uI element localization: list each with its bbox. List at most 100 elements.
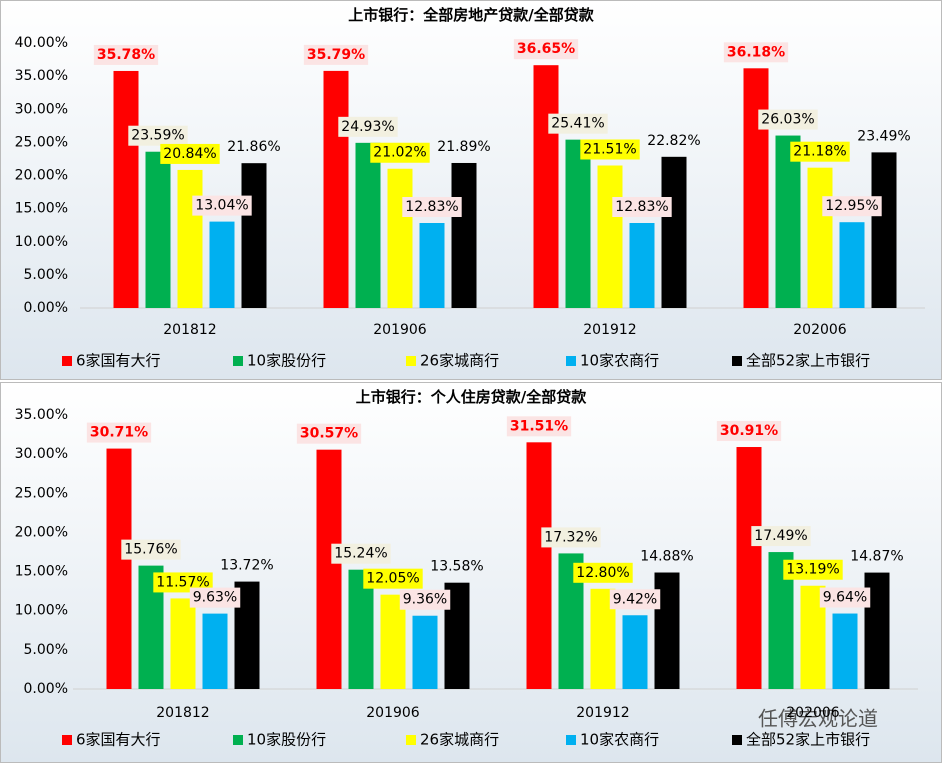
value-label: 9.63% — [193, 590, 237, 606]
bar — [202, 613, 228, 689]
legend-swatch — [62, 356, 72, 366]
value-label-background — [121, 539, 181, 560]
value-label: 12.05% — [366, 571, 419, 587]
value-label: 25.41% — [551, 116, 604, 132]
value-label-background — [189, 587, 241, 608]
value-label: 21.86% — [227, 139, 280, 155]
value-label-background — [790, 141, 850, 162]
value-label-background — [303, 44, 369, 65]
bar — [209, 221, 235, 308]
legend-swatch — [566, 735, 576, 745]
value-label: 36.18% — [727, 44, 785, 60]
y-tick-label: 25.00% — [15, 134, 68, 150]
value-label-background — [402, 197, 462, 218]
value-label: 15.76% — [124, 542, 177, 558]
legend-swatch — [732, 356, 742, 366]
legend-label: 6家国有大行 — [76, 352, 161, 370]
x-tick-label: 201912 — [576, 705, 629, 721]
value-label: 21.18% — [793, 144, 846, 160]
y-tick-label: 5.00% — [24, 267, 68, 283]
y-tick-label: 25.00% — [15, 485, 68, 501]
value-label: 13.19% — [786, 562, 839, 578]
bar — [316, 449, 342, 689]
value-label-background — [609, 589, 661, 610]
value-label-background — [506, 416, 572, 437]
value-label-background — [93, 44, 159, 65]
value-label-background — [296, 423, 362, 444]
legend-swatch — [566, 356, 576, 366]
x-tick-label: 201906 — [366, 705, 420, 721]
x-tick-label: 202006 — [793, 322, 847, 338]
y-tick-label: 0.00% — [24, 300, 68, 316]
value-label: 9.42% — [613, 591, 657, 607]
value-label-background — [160, 143, 220, 164]
value-label-background — [822, 196, 882, 217]
y-tick-label: 0.00% — [24, 681, 68, 697]
bar — [380, 594, 406, 689]
value-label: 14.87% — [850, 549, 903, 565]
value-label: 15.24% — [334, 546, 387, 562]
y-tick-label: 15.00% — [15, 564, 68, 580]
y-tick-label: 30.00% — [15, 101, 68, 117]
y-tick-label: 15.00% — [15, 201, 68, 217]
value-label: 30.57% — [300, 426, 358, 442]
value-label: 12.83% — [405, 199, 458, 215]
legend-swatch — [406, 735, 416, 745]
bar — [832, 613, 858, 689]
legend-swatch — [233, 356, 243, 366]
bar — [871, 152, 897, 308]
value-label-background — [363, 568, 423, 589]
x-tick-label: 201812 — [156, 705, 209, 721]
value-label-background — [723, 42, 789, 63]
value-label: 24.93% — [341, 119, 394, 135]
bar — [736, 447, 762, 689]
value-label: 20.84% — [163, 146, 216, 162]
bar — [839, 222, 865, 308]
value-label: 30.71% — [90, 425, 148, 441]
x-tick-label: 201912 — [583, 322, 636, 338]
legend-label: 6家国有大行 — [76, 731, 161, 749]
value-label: 12.83% — [615, 199, 668, 215]
legend-swatch — [233, 735, 243, 745]
bar — [743, 68, 769, 309]
y-tick-label: 35.00% — [15, 68, 68, 84]
value-label-background — [399, 589, 451, 610]
value-label-background — [370, 142, 430, 163]
value-label-background — [86, 422, 152, 443]
value-label: 35.79% — [307, 47, 365, 63]
bar — [323, 70, 349, 308]
legend-label: 10家股份行 — [247, 352, 326, 370]
legend-label: 10家农商行 — [580, 352, 659, 370]
bar — [355, 142, 381, 308]
value-label: 22.82% — [647, 133, 700, 149]
value-label: 23.49% — [857, 128, 910, 144]
value-label-background — [783, 559, 843, 580]
bar — [419, 223, 445, 308]
value-label: 17.32% — [544, 529, 597, 545]
bar — [451, 162, 477, 308]
y-tick-label: 35.00% — [15, 407, 68, 423]
value-label: 17.49% — [754, 528, 807, 544]
value-label: 13.72% — [220, 558, 273, 574]
legend-swatch — [62, 735, 72, 745]
value-label: 12.80% — [576, 565, 629, 581]
bar — [533, 65, 559, 308]
bar — [241, 163, 267, 308]
bar — [597, 165, 623, 308]
x-tick-label: 201812 — [163, 322, 216, 338]
legend-swatch — [732, 735, 742, 745]
value-label-background — [758, 109, 818, 130]
bar — [565, 139, 591, 308]
y-tick-label: 5.00% — [24, 642, 68, 658]
legend-swatch — [406, 356, 416, 366]
bar — [387, 168, 413, 308]
value-label: 11.57% — [156, 574, 209, 590]
value-label: 21.51% — [583, 141, 636, 157]
bar — [622, 615, 648, 689]
y-tick-label: 30.00% — [15, 446, 68, 462]
y-tick-label: 10.00% — [15, 234, 68, 250]
legend-label: 10家股份行 — [247, 731, 326, 749]
value-label-background — [548, 113, 608, 134]
bar — [113, 70, 139, 309]
legend-label: 26家城商行 — [420, 352, 499, 370]
